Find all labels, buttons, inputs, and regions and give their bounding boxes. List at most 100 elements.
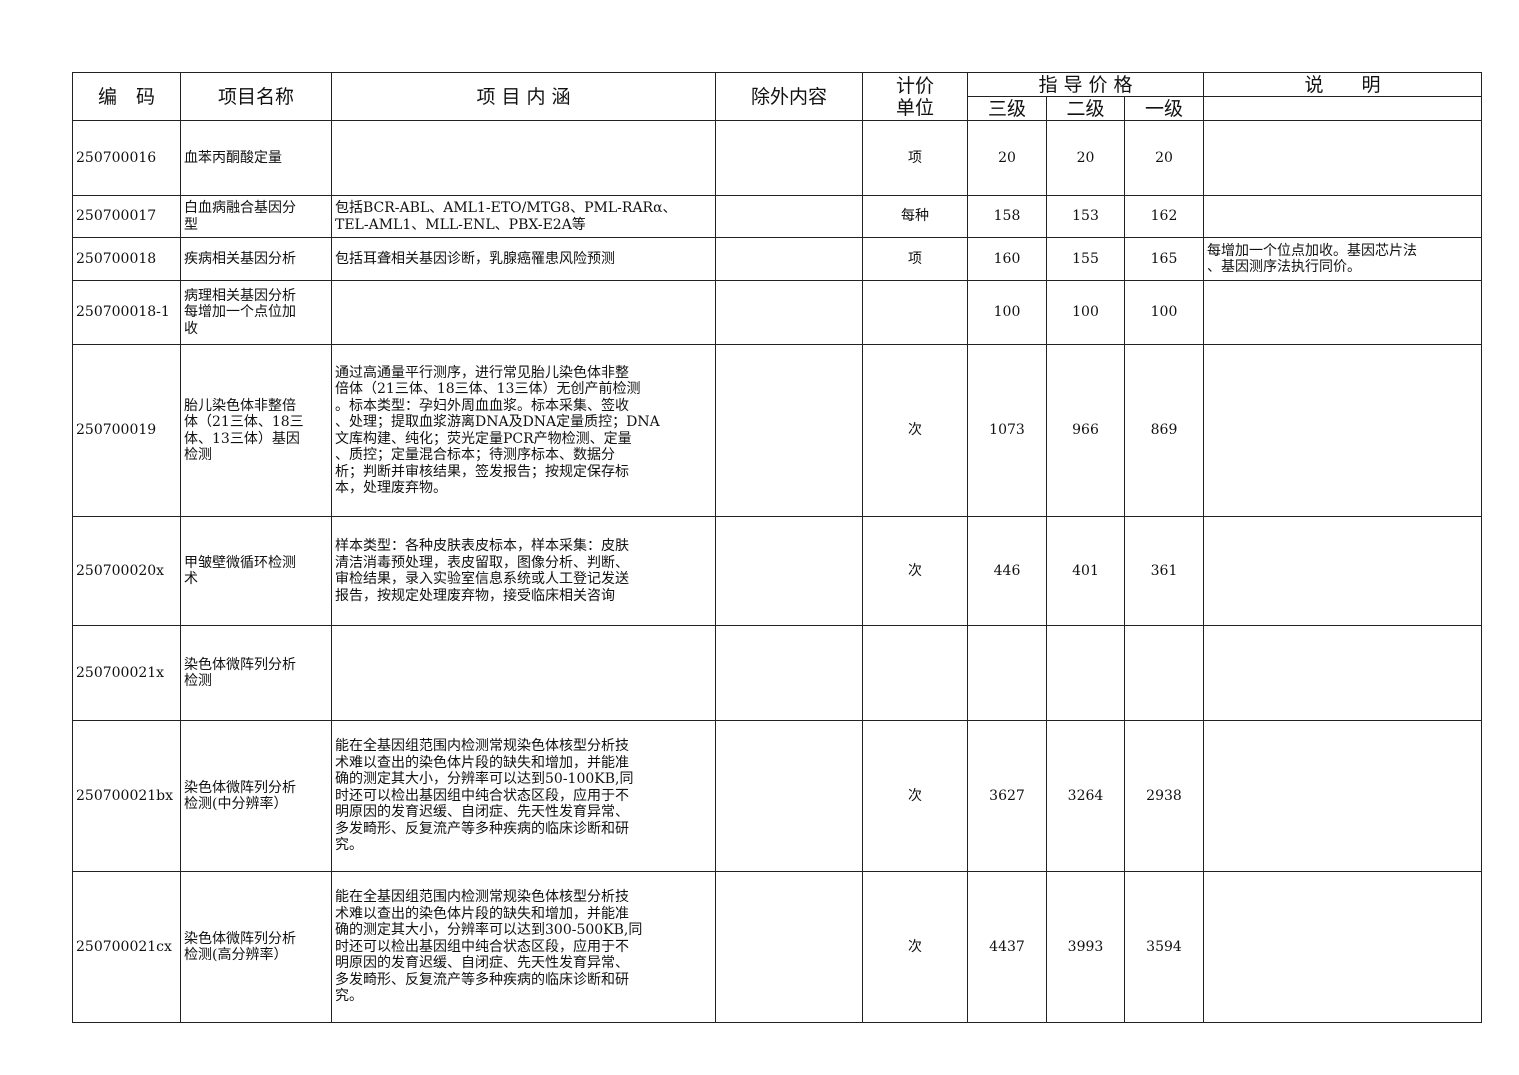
cell-exclusions — [715, 120, 863, 196]
cell-level2: 401 — [1046, 516, 1125, 626]
cell-code: 250700016 — [72, 120, 181, 196]
cell-unit: 每种 — [862, 195, 968, 238]
table-row: 250700021cx 染色体微阵列分析 检测(高分辨率） 能在全基因组范围内检测常… — [72, 871, 1482, 1023]
cell-content — [331, 280, 716, 345]
cell-unit — [862, 625, 968, 721]
cell-content: 包括BCR-ABL、AML1-ETO/MTG8、PML-RARα、 TEL-AM… — [331, 195, 716, 238]
header-exclusions: 除外内容 — [715, 72, 863, 121]
cell-notes — [1203, 516, 1482, 626]
cell-level2: 100 — [1046, 280, 1125, 345]
cell-content: 能在全基因组范围内检测常规染色体核型分析技 术难以查出的染色体片段的缺失和增加，… — [331, 871, 716, 1023]
cell-exclusions — [715, 625, 863, 721]
cell-code: 250700021x — [72, 625, 181, 721]
header-code: 编 码 — [72, 72, 181, 121]
cell-level1: 361 — [1124, 516, 1204, 626]
cell-code: 250700018 — [72, 237, 181, 281]
cell-level1: 869 — [1124, 344, 1204, 517]
cell-notes — [1203, 195, 1482, 238]
cell-name: 白血病融合基因分 型 — [180, 195, 332, 238]
cell-unit: 次 — [862, 720, 968, 872]
header-level3: 三级 — [967, 96, 1047, 121]
cell-unit: 次 — [862, 344, 968, 517]
header-level2: 二级 — [1046, 96, 1125, 121]
cell-exclusions — [715, 720, 863, 872]
table-row: 250700018 疾病相关基因分析 包括耳聋相关基因诊断，乳腺癌罹患风险预测项 16… — [72, 237, 1482, 281]
cell-content — [331, 625, 716, 721]
price-table: 编 码 项目名称 项 目 内 涵 除外内容 计价 单位 指 导 价 格 说 明 … — [72, 72, 1482, 1023]
header-price: 指 导 价 格 — [967, 72, 1204, 97]
cell-level2: 3993 — [1046, 871, 1125, 1023]
cell-code: 250700020x — [72, 516, 181, 626]
header-notes-blank — [1203, 96, 1482, 121]
table-row: 250700021x 染色体微阵列分析 检测 — [72, 625, 1482, 721]
cell-exclusions — [715, 237, 863, 281]
cell-exclusions — [715, 344, 863, 517]
cell-name: 染色体微阵列分析 检测(中分辨率） — [180, 720, 332, 872]
cell-level2: 966 — [1046, 344, 1125, 517]
cell-name: 染色体微阵列分析 检测(高分辨率） — [180, 871, 332, 1023]
cell-level1 — [1124, 625, 1204, 721]
cell-level1: 165 — [1124, 237, 1204, 281]
table-row: 250700018-1 病理相关基因分析 每增加一个点位加 收 100 100 100 — [72, 280, 1482, 345]
cell-level3: 4437 — [967, 871, 1047, 1023]
cell-unit: 项 — [862, 237, 968, 281]
cell-level1: 100 — [1124, 280, 1204, 345]
cell-notes — [1203, 120, 1482, 196]
cell-unit: 次 — [862, 871, 968, 1023]
table-row: 250700021bx 染色体微阵列分析 检测(中分辨率） 能在全基因组范围内检测常… — [72, 720, 1482, 872]
cell-code: 250700017 — [72, 195, 181, 238]
cell-exclusions — [715, 516, 863, 626]
cell-level3: 446 — [967, 516, 1047, 626]
cell-name: 甲皱壁微循环检测 术 — [180, 516, 332, 626]
header-level1: 一级 — [1124, 96, 1204, 121]
cell-level2 — [1046, 625, 1125, 721]
cell-content: 包括耳聋相关基因诊断，乳腺癌罹患风险预测 — [331, 237, 716, 281]
cell-content: 样本类型：各种皮肤表皮标本，样本采集：皮肤 清洁消毒预处理，表皮留取，图像分析、… — [331, 516, 716, 626]
cell-level3 — [967, 625, 1047, 721]
table-row: 250700017 白血病融合基因分 型包括BCR-ABL、AML1-ETO/MT… — [72, 195, 1482, 238]
cell-level3: 1073 — [967, 344, 1047, 517]
cell-notes — [1203, 280, 1482, 345]
cell-notes: 每增加一个位点加收。基因芯片法 、基因测序法执行同价。 — [1203, 237, 1482, 281]
cell-unit: 项 — [862, 120, 968, 196]
cell-level2: 3264 — [1046, 720, 1125, 872]
cell-exclusions — [715, 195, 863, 238]
cell-level3: 20 — [967, 120, 1047, 196]
cell-level1: 3594 — [1124, 871, 1204, 1023]
cell-exclusions — [715, 280, 863, 345]
cell-name: 染色体微阵列分析 检测 — [180, 625, 332, 721]
cell-level1: 162 — [1124, 195, 1204, 238]
header-notes: 说 明 — [1203, 72, 1482, 97]
table-row: 250700016 血苯丙酮酸定量项 20 20 20 — [72, 120, 1482, 196]
cell-level1: 2938 — [1124, 720, 1204, 872]
cell-name: 疾病相关基因分析 — [180, 237, 332, 281]
header-content: 项 目 内 涵 — [331, 72, 716, 121]
cell-level3: 100 — [967, 280, 1047, 345]
cell-notes — [1203, 344, 1482, 517]
header-unit: 计价 单位 — [862, 72, 968, 121]
cell-unit — [862, 280, 968, 345]
cell-level2: 155 — [1046, 237, 1125, 281]
cell-code: 250700019 — [72, 344, 181, 517]
cell-notes — [1203, 720, 1482, 872]
cell-notes — [1203, 871, 1482, 1023]
cell-code: 250700021cx — [72, 871, 181, 1023]
cell-level3: 158 — [967, 195, 1047, 238]
cell-level3: 160 — [967, 237, 1047, 281]
table-row: 250700020x 甲皱壁微循环检测 术样本类型：各种皮肤表皮标本，样本采集：皮… — [72, 516, 1482, 626]
cell-name: 病理相关基因分析 每增加一个点位加 收 — [180, 280, 332, 345]
header-name: 项目名称 — [180, 72, 332, 121]
cell-content: 通过高通量平行测序，进行常见胎儿染色体非整 倍体（21三体、18三体、13三体）… — [331, 344, 716, 517]
cell-name: 胎儿染色体非整倍 体（21三体、18三 体、13三体）基因 检测 — [180, 344, 332, 517]
cell-notes — [1203, 625, 1482, 721]
cell-content — [331, 120, 716, 196]
cell-name: 血苯丙酮酸定量 — [180, 120, 332, 196]
cell-level1: 20 — [1124, 120, 1204, 196]
cell-exclusions — [715, 871, 863, 1023]
cell-level3: 3627 — [967, 720, 1047, 872]
cell-level2: 153 — [1046, 195, 1125, 238]
table-row: 250700019 胎儿染色体非整倍 体（21三体、18三 体、13三体）基因 检… — [72, 344, 1482, 517]
cell-code: 250700021bx — [72, 720, 181, 872]
cell-level2: 20 — [1046, 120, 1125, 196]
cell-unit: 次 — [862, 516, 968, 626]
